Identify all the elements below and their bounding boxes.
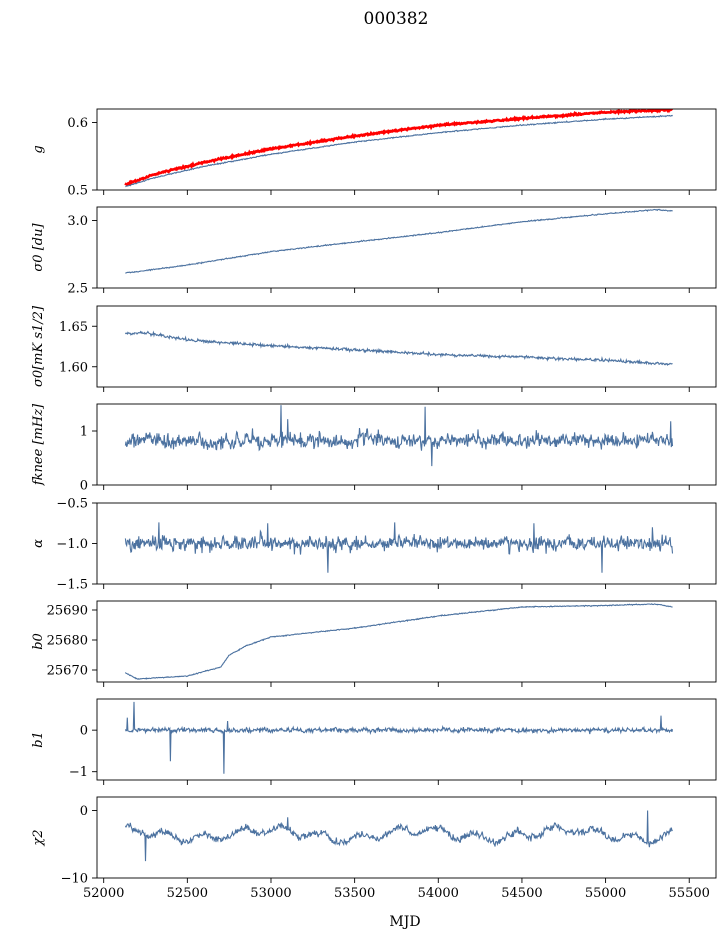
panel-8: −10 0 χ2 <box>31 796 717 887</box>
panel-1: 0.5 0.6 g <box>31 108 717 199</box>
panel-6-y-tick-label: 25680 <box>47 634 88 649</box>
panel-5: −1.5 −1.0 −0.5 α <box>31 497 717 593</box>
x-tick-label: 53500 <box>334 886 375 901</box>
x-tick-label: 53000 <box>250 886 291 901</box>
panels-group: 0.5 0.6 g 2.5 3.0 σ0 [du] 1.60 1.65 σ0[mK s1/2] 0… <box>31 108 717 901</box>
panel-6-series-1-line <box>124 603 673 680</box>
panel-4-y-axis-label: fknee [mHz] <box>31 403 46 486</box>
panel-2-y-tick-label: 3.0 <box>67 214 88 229</box>
panel-5-y-axis-label: α <box>31 539 46 548</box>
panel-7-y-tick-label: −1 <box>69 765 88 780</box>
panel-3-frame <box>96 305 717 388</box>
panel-5-y-tick-label: −1.5 <box>56 578 88 593</box>
panel-6-y-axis-label: b0 <box>31 633 46 650</box>
panel-8-y-axis-label: χ2 <box>31 829 46 846</box>
panel-7-series-1-line <box>124 701 674 774</box>
panel-8-y-tick-label: 0 <box>80 804 88 819</box>
panel-2: 2.5 3.0 σ0 [du] <box>31 206 717 297</box>
panel-6-y-tick-label: 25690 <box>47 604 88 619</box>
panel-8-frame <box>96 796 717 879</box>
panel-4-series-1-line <box>124 405 674 467</box>
x-tick-label: 54000 <box>418 886 459 901</box>
panel-7: −1 0 b1 <box>31 698 717 785</box>
panel-5-y-tick-label: −0.5 <box>56 497 88 512</box>
panel-7-frame <box>96 698 717 781</box>
x-tick-labels: 52000 52500 53000 53500 54000 54500 55000 55500 <box>83 886 710 901</box>
panel-1-frame <box>96 108 717 191</box>
x-tick-label: 55500 <box>669 886 710 901</box>
panel-2-y-tick-label: 2.5 <box>67 282 88 297</box>
x-tick-label: 52500 <box>167 886 208 901</box>
x-tick-label: 55000 <box>585 886 626 901</box>
panel-1-y-tick-label: 0.5 <box>67 184 88 199</box>
panel-5-series-1-line <box>124 522 674 573</box>
x-tick-label: 52000 <box>83 886 124 901</box>
panel-2-frame <box>96 206 717 289</box>
panel-4-frame <box>96 403 717 486</box>
panel-1-series-2-line <box>125 114 673 188</box>
panel-8-series-1-line <box>124 810 673 862</box>
panel-3-y-axis-label: σ0[mK s1/2] <box>31 305 46 387</box>
panel-5-y-tick-label: −1.0 <box>56 537 88 552</box>
panel-1-series-1-line <box>124 109 674 187</box>
panel-4-y-tick-label: 1 <box>80 425 88 440</box>
panel-8-y-tick-label: −10 <box>61 872 88 887</box>
panel-2-series-1-line <box>125 208 673 274</box>
panel-1-y-tick-label: 0.6 <box>67 116 88 131</box>
panel-7-y-tick-label: 0 <box>80 724 88 739</box>
panel-6-y-tick-label: 25670 <box>47 664 88 679</box>
panel-3-y-tick-label: 1.60 <box>59 360 88 375</box>
x-axis-label: MJD <box>389 914 420 930</box>
panel-6-frame <box>96 600 717 683</box>
panel-1-y-axis-label: g <box>31 145 46 153</box>
panel-3: 1.60 1.65 σ0[mK s1/2] <box>31 305 717 392</box>
panel-3-y-tick-label: 1.65 <box>59 320 88 335</box>
panel-4-y-tick-label: 0 <box>80 479 88 494</box>
panel-3-series-1-line <box>124 330 673 367</box>
x-tick-label: 54500 <box>501 886 542 901</box>
panel-4: 0 1 fknee [mHz] <box>31 403 717 494</box>
panel-2-y-axis-label: σ0 [du] <box>31 223 46 272</box>
panel-7-y-axis-label: b1 <box>31 731 46 748</box>
figure-title: 000382 <box>364 9 429 29</box>
